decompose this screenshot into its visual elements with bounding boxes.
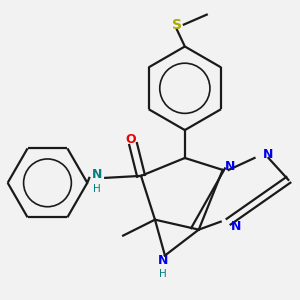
- Text: H: H: [159, 269, 167, 279]
- Text: O: O: [126, 133, 136, 146]
- Text: N: N: [262, 148, 273, 161]
- Text: N: N: [92, 168, 102, 182]
- Text: S: S: [172, 18, 182, 32]
- Text: H: H: [93, 184, 101, 194]
- Text: N: N: [225, 160, 235, 173]
- Text: N: N: [231, 220, 241, 233]
- Text: N: N: [158, 254, 168, 267]
